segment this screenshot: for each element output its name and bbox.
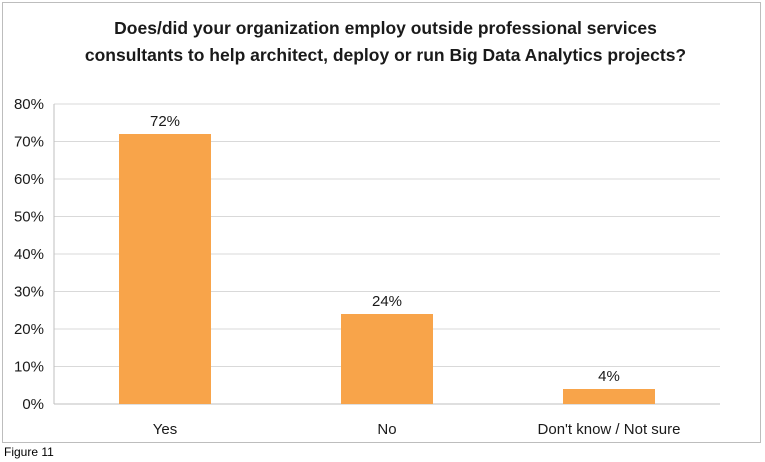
figure-caption: Figure 11: [4, 445, 54, 459]
bar: [341, 314, 433, 404]
bar: [119, 134, 211, 404]
bars: [119, 134, 655, 404]
x-tick-label: Don't know / Not sure: [538, 421, 681, 438]
chart-frame: Does/did your organization employ outsid…: [2, 2, 761, 443]
y-tick-label: 50%: [14, 209, 44, 226]
y-tick-label: 60%: [14, 171, 44, 188]
data-labels: 72% 24% 4%: [150, 113, 620, 385]
y-tick-label: 40%: [14, 246, 44, 263]
data-label: 4%: [598, 368, 620, 385]
x-axis: Yes No Don't know / Not sure: [153, 421, 681, 438]
y-tick-label: 20%: [14, 321, 44, 338]
x-tick-label: No: [377, 421, 396, 438]
chart-title: Does/did your organization employ outsid…: [84, 18, 687, 65]
y-tick-label: 10%: [14, 359, 44, 376]
y-tick-label: 0%: [22, 396, 44, 413]
x-tick-label: Yes: [153, 421, 177, 438]
data-label: 24%: [372, 293, 402, 310]
y-axis: 0% 10% 20% 30% 40% 50% 60% 70% 80%: [14, 96, 55, 413]
y-tick-label: 70%: [14, 134, 44, 151]
y-tick-label: 80%: [14, 96, 44, 113]
bar: [563, 389, 655, 404]
bar-chart: 0% 10% 20% 30% 40% 50% 60% 70% 80% 72% 24% 4% Yes N…: [14, 96, 720, 438]
y-tick-label: 30%: [14, 284, 44, 301]
data-label: 72%: [150, 113, 180, 130]
